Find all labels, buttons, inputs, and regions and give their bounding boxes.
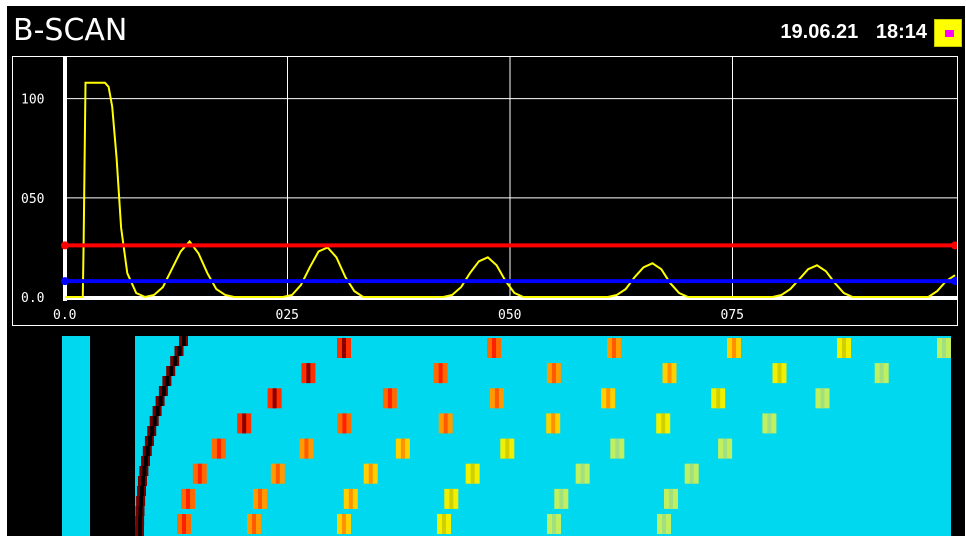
echo-segment-core: [777, 363, 782, 384]
echo-segment-core: [580, 463, 585, 484]
status-indicator-dot: [945, 30, 954, 37]
echo-segment-core: [820, 388, 825, 409]
screen-title: B-SCAN: [13, 13, 128, 48]
a-scan-svg: 0.0 050 100 0.0 025 050 075: [21, 57, 957, 323]
y-tick-label: 0.0: [21, 291, 44, 306]
echo-segment-core: [606, 388, 611, 409]
echo-segment-core: [662, 514, 666, 534]
echo-segment-core: [689, 463, 694, 484]
echo-segment-core: [732, 338, 736, 358]
front-wall-core: [177, 346, 182, 356]
front-wall-core: [138, 526, 142, 536]
echo-segment-core: [551, 363, 556, 384]
echo-segment-core: [661, 413, 666, 434]
echo-segment-core: [368, 463, 373, 484]
echo-segment-core: [667, 363, 672, 384]
echo-segment-core: [304, 438, 309, 459]
front-wall-core: [138, 506, 143, 516]
echo-segment-core: [559, 488, 564, 509]
echo-segment-core: [387, 388, 392, 409]
front-wall-core: [140, 486, 144, 496]
b-scan-svg: [62, 336, 951, 536]
echo-segment-core: [552, 514, 556, 534]
front-wall-core: [152, 416, 157, 426]
date-display: 19.06.21: [780, 21, 859, 43]
echo-segment-core: [252, 514, 256, 534]
echo-segment-core: [443, 413, 448, 434]
x-tick-label: 075: [721, 308, 744, 323]
x-tick-label: 0.0: [53, 308, 76, 323]
echo-segment-core: [615, 438, 620, 459]
echo-segment-core: [551, 413, 556, 434]
x-tick-label: 050: [498, 308, 521, 323]
echo-segment-core: [306, 363, 311, 384]
gate-end-marker: [951, 277, 957, 286]
gate-end-marker: [951, 241, 957, 250]
time-display: 18:14: [875, 21, 927, 43]
y-tick-label: 050: [21, 192, 44, 207]
gate-start-marker: [61, 241, 69, 250]
echo-segment-core: [716, 388, 721, 409]
echo-segment-core: [505, 438, 510, 459]
echo-segment-core: [342, 514, 346, 534]
echo-segment-core: [492, 338, 496, 358]
a-scan-chart: 0.0 050 100 0.0 025 050 075: [12, 56, 958, 326]
echo-segment-core: [767, 413, 772, 434]
front-wall-core: [139, 496, 144, 506]
front-wall-core: [147, 436, 152, 446]
echo-segment-core: [182, 514, 186, 534]
echo-segment-core: [258, 488, 262, 509]
front-wall-core: [182, 336, 186, 346]
device-screen: B-SCAN 19.06.21 18:14 0.0 050 100 0.0 025 050…: [7, 6, 965, 536]
echo-segment-core: [342, 338, 346, 358]
echo-segment-core: [242, 413, 247, 434]
echo-segment-core: [879, 363, 884, 384]
front-wall-core: [141, 476, 145, 486]
front-wall-core: [144, 456, 148, 466]
signal-trace: [65, 81, 956, 299]
front-wall-core: [158, 396, 163, 406]
front-wall-core: [142, 466, 147, 476]
echo-segment-core: [186, 488, 190, 509]
echo-segment-core: [723, 438, 728, 459]
echo-segment-core: [942, 338, 946, 358]
echo-segment-core: [669, 488, 673, 509]
echo-segment-core: [216, 438, 221, 459]
y-tick-label: 100: [21, 93, 44, 108]
b-scan-image: [7, 332, 965, 536]
front-wall-core: [173, 356, 178, 366]
echo-segment-core: [275, 463, 280, 484]
echo-segment-core: [342, 413, 347, 434]
echo-segment-core: [400, 438, 405, 459]
front-wall-core: [165, 376, 170, 386]
echo-segment-core: [348, 488, 353, 509]
gate-start-marker: [61, 277, 69, 286]
echo-segment-core: [842, 338, 846, 358]
x-tick-label: 025: [276, 308, 299, 323]
front-wall-core: [169, 366, 174, 376]
front-wall-core: [161, 386, 166, 396]
echo-segment-core: [494, 388, 499, 409]
front-wall-core: [145, 446, 150, 456]
echo-segment-core: [272, 388, 277, 409]
echo-segment-core: [612, 338, 616, 358]
echo-segment-core: [438, 363, 443, 384]
front-wall-core: [150, 426, 155, 436]
front-wall-core: [138, 516, 143, 526]
echo-segment-core: [442, 514, 446, 534]
front-wall-core: [155, 406, 160, 416]
b-scan-left-strip: [62, 336, 90, 536]
echo-segment-core: [197, 463, 202, 484]
echo-segment-core: [470, 463, 475, 484]
datetime-display: 19.06.21 18:14: [780, 18, 927, 46]
echo-segment-core: [449, 488, 454, 509]
b-scan-field: [135, 336, 951, 536]
status-indicator[interactable]: [934, 19, 962, 47]
